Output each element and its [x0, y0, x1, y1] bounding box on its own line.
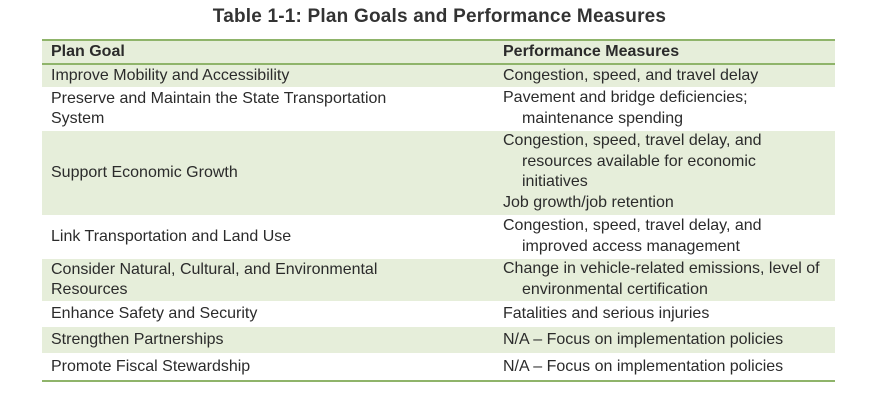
- measure-cell: Congestion, speed, travel delay, and imp…: [494, 216, 835, 258]
- header-performance-measures: Performance Measures: [503, 42, 680, 60]
- goal-cell: Enhance Safety and Security: [51, 304, 258, 322]
- measure-cell: Congestion, speed, and travel delay: [494, 65, 835, 87]
- goal-cell: Consider Natural, Cultural, and Environm…: [42, 259, 494, 301]
- measure-text: N/A – Focus on implementation policies: [503, 330, 784, 348]
- measure-cell: Change in vehicle-related emissions, lev…: [494, 259, 835, 301]
- table-row: Consider Natural, Cultural, and Environm…: [42, 259, 835, 302]
- goal-cell: Improve Mobility and Accessibility: [51, 66, 290, 84]
- measure-text: Congestion, speed, travel delay, and res…: [503, 132, 762, 190]
- table-row: Strengthen Partnerships N/A – Focus on i…: [42, 327, 835, 354]
- table-row: Improve Mobility and Accessibility Conge…: [42, 65, 835, 88]
- goal-cell: Support Economic Growth: [51, 163, 238, 181]
- goal-cell: Strengthen Partnerships: [51, 330, 224, 348]
- table-title: Table 1-1: Plan Goals and Performance Me…: [212, 6, 667, 27]
- table-row: Preserve and Maintain the State Transpor…: [42, 88, 835, 131]
- table-row: Link Transportation and Land Use Congest…: [42, 216, 835, 259]
- table-header-row: Plan Goal Performance Measures: [42, 39, 835, 65]
- measure-cell: Fatalities and serious injuries: [494, 302, 835, 326]
- table-row: Enhance Safety and Security Fatalities a…: [42, 302, 835, 327]
- plan-goals-table: Plan Goal Performance Measures Improve M…: [42, 39, 835, 382]
- header-plan-goal: Plan Goal: [51, 42, 125, 60]
- goal-cell: Promote Fiscal Stewardship: [51, 357, 251, 375]
- goal-text: Consider Natural, Cultural, and Environm…: [51, 260, 378, 299]
- measure-text: Pavement and bridge deficiencies; mainte…: [503, 89, 748, 127]
- table-row: Promote Fiscal Stewardship N/A – Focus o…: [42, 354, 835, 382]
- measure-text: Fatalities and serious injuries: [503, 304, 710, 322]
- measure-cell: Pavement and bridge deficiencies; mainte…: [494, 88, 835, 130]
- measure-text: Congestion, speed, travel delay, and imp…: [503, 217, 762, 255]
- measure-cell: Congestion, speed, travel delay, and res…: [494, 131, 835, 215]
- goal-text: Preserve and Maintain the State Transpor…: [51, 89, 387, 128]
- measure-text: N/A – Focus on implementation policies: [503, 357, 784, 375]
- measure-cell: N/A – Focus on implementation policies: [494, 327, 835, 353]
- goal-cell: Link Transportation and Land Use: [51, 227, 292, 245]
- measure-text: Change in vehicle-related emissions, lev…: [503, 260, 820, 298]
- measure-text: Congestion, speed, and travel delay: [503, 66, 759, 84]
- measure-text: Job growth/job retention: [503, 193, 674, 211]
- measure-cell: N/A – Focus on implementation policies: [494, 354, 835, 380]
- goal-cell: Preserve and Maintain the State Transpor…: [42, 88, 494, 130]
- table-row: Support Economic Growth Congestion, spee…: [42, 131, 835, 216]
